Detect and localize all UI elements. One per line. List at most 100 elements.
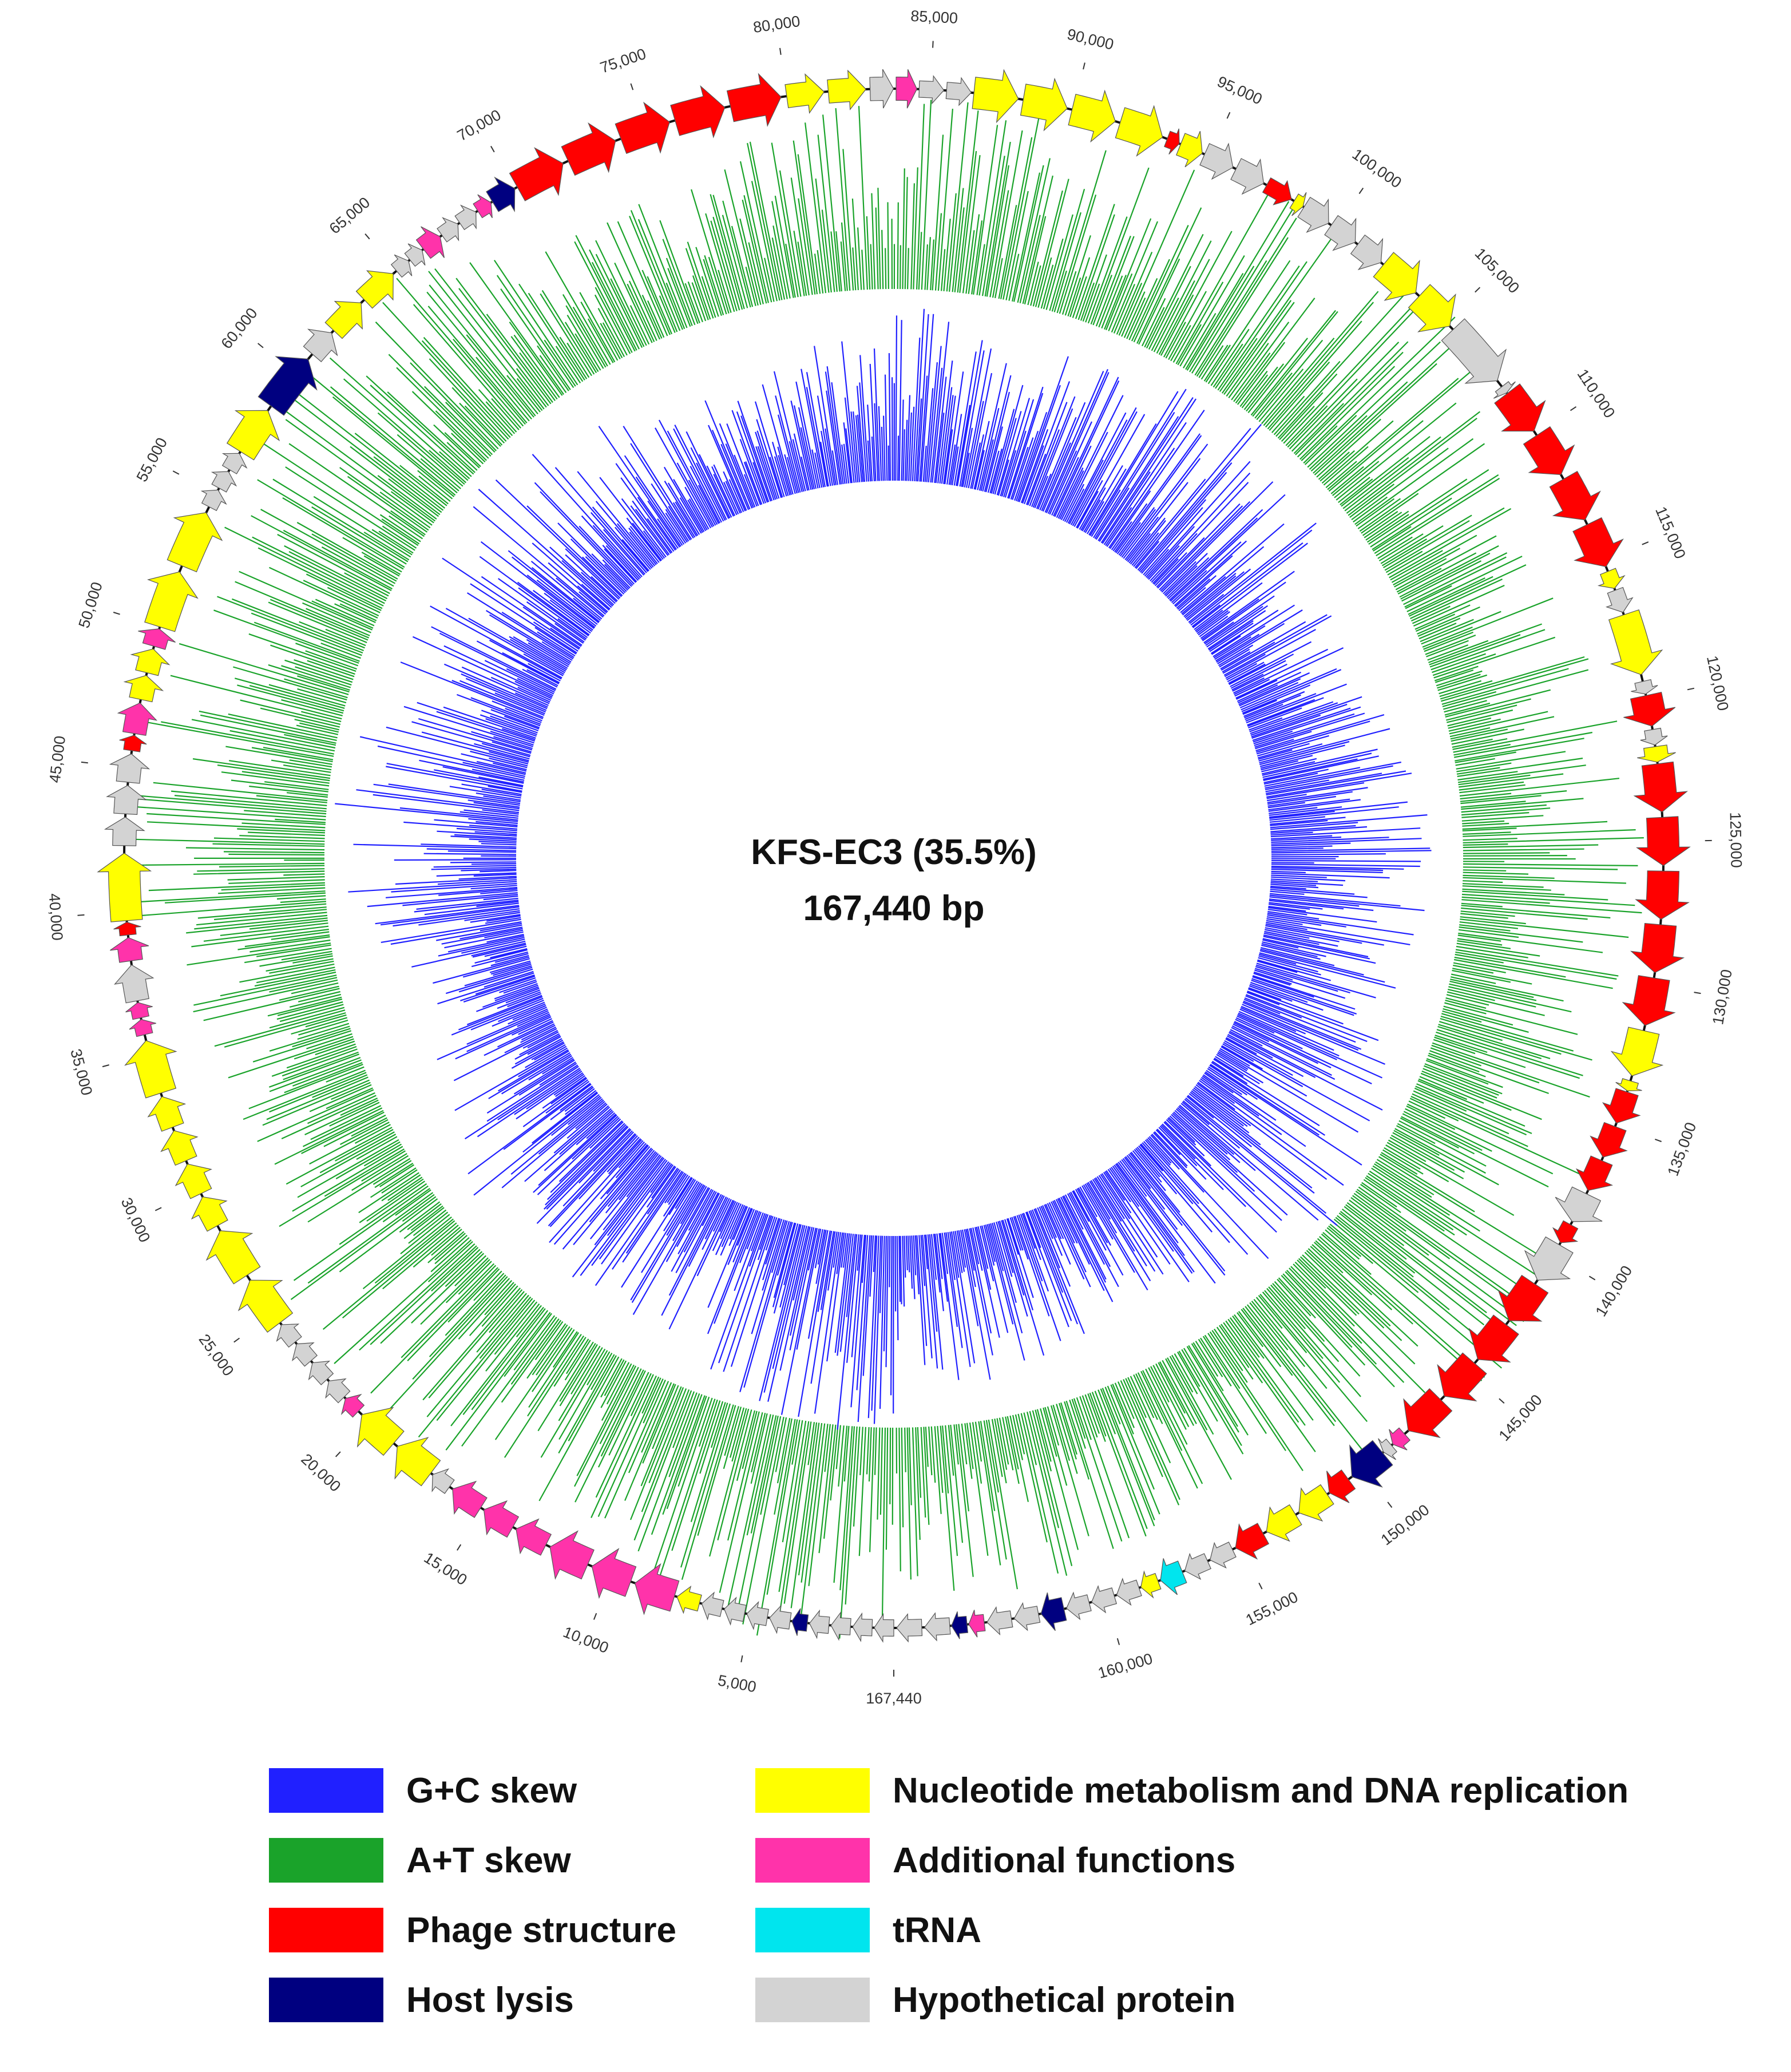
gene-arrow-hypothetical bbox=[1350, 234, 1384, 271]
gene-arrow-hypothetical bbox=[1555, 1186, 1603, 1222]
gene-arrow-nucleotide-metabolism bbox=[205, 1230, 261, 1285]
gene-arrow-additional-functions bbox=[483, 1500, 520, 1538]
gene-arrow-additional-functions bbox=[452, 1480, 488, 1518]
position-tick bbox=[1642, 541, 1649, 545]
gene-arrow-hypothetical bbox=[1066, 1591, 1092, 1621]
gene-arrow-nucleotide-metabolism bbox=[1266, 1504, 1302, 1542]
gene-arrow-nucleotide-metabolism bbox=[1140, 1570, 1162, 1599]
position-label: 140,000 bbox=[1592, 1263, 1635, 1320]
gene-arrow-phage-structure bbox=[1326, 1469, 1356, 1503]
position-label: 145,000 bbox=[1495, 1391, 1545, 1444]
legend-hypothetical-protein: Hypothetical protein bbox=[755, 1978, 1235, 2022]
gene-arrow-nucleotide-metabolism bbox=[1408, 284, 1456, 332]
position-label: 70,000 bbox=[454, 106, 504, 145]
gene-arrow-hypothetical bbox=[1605, 587, 1634, 613]
position-label: 115,000 bbox=[1652, 504, 1689, 561]
at-skew-track bbox=[114, 100, 1644, 1639]
gene-arrow-phage-structure bbox=[1622, 975, 1676, 1026]
skew-tracks bbox=[114, 100, 1644, 1639]
gene-arrow-hypothetical bbox=[924, 1612, 951, 1642]
gene-arrow-phage-structure bbox=[1623, 691, 1676, 727]
gene-arrow-hypothetical bbox=[874, 1613, 894, 1643]
position-label: 130,000 bbox=[1709, 968, 1735, 1026]
position-label: 150,000 bbox=[1378, 1501, 1433, 1548]
position-tick bbox=[113, 612, 120, 615]
gene-arrow-nucleotide-metabolism bbox=[324, 300, 363, 339]
gene-arrow-nucleotide-metabolism bbox=[356, 1407, 405, 1456]
gene-arrow-nucleotide-metabolism bbox=[167, 512, 223, 573]
position-tick bbox=[740, 1655, 743, 1663]
legend: G+C skew A+T skew Phage structure Host l… bbox=[269, 1768, 1768, 2054]
position-label: 80,000 bbox=[752, 13, 801, 36]
gene-arrow-phage-structure bbox=[1497, 1274, 1549, 1322]
position-tick bbox=[1570, 406, 1577, 411]
position-label: 45,000 bbox=[46, 735, 69, 784]
legend-label-trna: tRNA bbox=[893, 1910, 981, 1950]
position-tick bbox=[1654, 1138, 1662, 1142]
legend-gc-skew: G+C skew bbox=[269, 1768, 577, 1813]
legend-phage-structure: Phage structure bbox=[269, 1908, 676, 1952]
position-tick bbox=[1387, 1501, 1393, 1508]
position-label: 5,000 bbox=[716, 1671, 758, 1695]
gene-arrow-nucleotide-metabolism bbox=[1115, 105, 1163, 157]
gene-arrow-phage-structure bbox=[1437, 1352, 1487, 1402]
gene-arrow-additional-functions bbox=[635, 1563, 680, 1615]
position-tick bbox=[630, 83, 634, 90]
gene-arrow-hypothetical bbox=[986, 1606, 1013, 1636]
position-tick bbox=[1694, 992, 1701, 995]
gene-arrow-nucleotide-metabolism bbox=[130, 648, 171, 676]
gene-arrow-nucleotide-metabolism bbox=[1373, 252, 1420, 301]
gene-arrow-hypothetical bbox=[830, 1611, 851, 1641]
position-label: 55,000 bbox=[133, 435, 171, 485]
gene-arrow-nucleotide-metabolism bbox=[355, 270, 394, 309]
gene-arrow-hypothetical bbox=[896, 1613, 923, 1643]
legend-label-at-skew: A+T skew bbox=[406, 1840, 571, 1880]
gene-arrow-hypothetical bbox=[104, 817, 145, 846]
gene-arrow-phage-structure bbox=[1549, 470, 1601, 521]
gene-arrow-hypothetical bbox=[869, 69, 894, 109]
gene-arrow-host-lysis bbox=[1040, 1592, 1067, 1631]
gene-arrow-nucleotide-metabolism bbox=[144, 571, 199, 632]
position-label: 15,000 bbox=[421, 1549, 470, 1588]
legend-swatch-host-lysis bbox=[269, 1978, 383, 2022]
gene-arrow-nucleotide-metabolism bbox=[175, 1163, 212, 1199]
gene-arrow-nucleotide-metabolism bbox=[1068, 89, 1116, 143]
gene-arrow-additional-functions bbox=[117, 702, 158, 736]
position-tick bbox=[1499, 1398, 1505, 1404]
gene-arrow-nucleotide-metabolism bbox=[123, 675, 164, 703]
position-label: 25,000 bbox=[196, 1331, 237, 1379]
gene-arrow-hypothetical bbox=[918, 75, 945, 105]
legend-swatch-phage-structure bbox=[269, 1908, 383, 1952]
gene-arrow-hypothetical bbox=[1297, 196, 1329, 233]
gene-arrow-hypothetical bbox=[308, 1360, 334, 1385]
position-label: 75,000 bbox=[598, 45, 648, 77]
position-tick bbox=[1358, 188, 1364, 195]
legend-swatch-trna bbox=[755, 1908, 870, 1952]
gc-skew-track bbox=[335, 308, 1432, 1430]
gene-arrow-additional-functions bbox=[138, 628, 176, 650]
gene-arrow-phage-structure bbox=[1164, 128, 1180, 155]
legend-label-host-lysis: Host lysis bbox=[406, 1980, 574, 2020]
position-label: 90,000 bbox=[1065, 26, 1115, 53]
gene-arrow-nucleotide-metabolism bbox=[1597, 568, 1626, 589]
gene-arrow-phage-structure bbox=[1635, 870, 1690, 920]
gene-arrow-hypothetical bbox=[431, 1468, 455, 1494]
position-tick bbox=[233, 1337, 240, 1343]
legend-host-lysis: Host lysis bbox=[269, 1978, 574, 2022]
position-label: 20,000 bbox=[298, 1451, 344, 1495]
legend-swatch-gc-skew bbox=[269, 1768, 383, 1813]
gene-arrow-phage-structure bbox=[1262, 177, 1292, 205]
gene-arrow-hypothetical bbox=[769, 1604, 792, 1634]
position-tick bbox=[335, 1451, 341, 1457]
gene-arrow-nucleotide-metabolism bbox=[1608, 609, 1663, 675]
gene-arrow-additional-functions bbox=[1389, 1427, 1411, 1451]
legend-swatch-nucleotide-metabolism bbox=[755, 1768, 870, 1813]
gene-arrow-nucleotide-metabolism bbox=[1637, 744, 1676, 763]
position-tick bbox=[81, 761, 88, 764]
legend-trna: tRNA bbox=[755, 1908, 981, 1952]
position-label: 155,000 bbox=[1243, 1588, 1301, 1629]
gene-arrow-nucleotide-metabolism bbox=[827, 69, 867, 110]
gene-arrow-nucleotide-metabolism bbox=[1615, 1078, 1642, 1092]
gene-arrow-hypothetical bbox=[723, 1596, 747, 1626]
position-label: 125,000 bbox=[1727, 812, 1745, 868]
